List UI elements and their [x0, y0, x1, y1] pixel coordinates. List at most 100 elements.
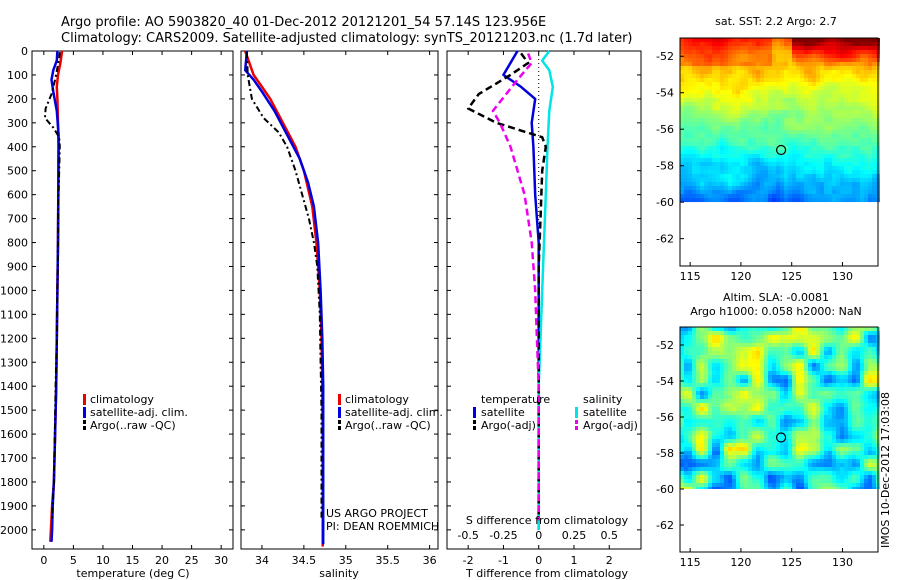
y-tick-label: 1100 — [0, 308, 28, 321]
map-cell — [736, 58, 740, 62]
y-tick-label: 1400 — [0, 380, 28, 393]
map-cell — [716, 403, 720, 407]
map-cell — [684, 419, 688, 423]
map-cell — [756, 38, 760, 42]
map-cell — [700, 162, 704, 166]
map-cell — [776, 122, 780, 126]
map-cell — [696, 90, 700, 94]
map-cell — [680, 359, 684, 363]
map-cell — [780, 475, 784, 479]
map-cell — [796, 42, 800, 46]
map-cell — [692, 106, 696, 110]
map-cell — [792, 110, 796, 114]
map-cell — [716, 74, 720, 78]
map-cell — [812, 118, 816, 122]
map-cell — [828, 383, 832, 387]
map-cell — [752, 383, 756, 387]
map-cell — [800, 463, 804, 467]
map-cell — [852, 447, 856, 451]
map-cell — [848, 419, 852, 423]
map-cell — [740, 138, 744, 142]
map-cell — [780, 150, 784, 154]
map-cell — [708, 331, 712, 335]
map-cell — [868, 114, 872, 118]
map-cell — [768, 138, 772, 142]
map-cell — [716, 102, 720, 106]
map-cell — [716, 186, 720, 190]
map-cell — [832, 98, 836, 102]
map-cell — [848, 435, 852, 439]
map-cell — [836, 50, 840, 54]
map-cell — [724, 331, 728, 335]
map-cell — [716, 439, 720, 443]
map-cell — [768, 154, 772, 158]
map-cell — [716, 355, 720, 359]
map-cell — [732, 439, 736, 443]
map-cell — [812, 194, 816, 198]
map-cell — [744, 134, 748, 138]
map-cell — [776, 407, 780, 411]
series-line-temperature-argo-adj- — [466, 52, 548, 521]
map-cell — [716, 166, 720, 170]
map-cell — [720, 134, 724, 138]
map-cell — [688, 351, 692, 355]
map-cell — [808, 106, 812, 110]
map-cell — [812, 174, 816, 178]
map-cell — [824, 391, 828, 395]
map-cell — [776, 150, 780, 154]
map-cell — [796, 86, 800, 90]
map-cell — [860, 343, 864, 347]
map-cell — [776, 174, 780, 178]
map-cell — [848, 70, 852, 74]
map-cell — [804, 367, 808, 371]
y-tick-label: 1300 — [0, 356, 28, 369]
map-cell — [796, 38, 800, 42]
map-cell — [812, 443, 816, 447]
map-cell — [744, 331, 748, 335]
map-cell — [772, 347, 776, 351]
map-cell — [748, 94, 752, 98]
map-cell — [800, 142, 804, 146]
map-cell — [844, 118, 848, 122]
map-cell — [700, 355, 704, 359]
map-cell — [836, 467, 840, 471]
map-cell — [780, 411, 784, 415]
map-cell — [808, 118, 812, 122]
map-cell — [812, 455, 816, 459]
map-cell — [744, 54, 748, 58]
map-cell — [852, 375, 856, 379]
map-cell — [756, 78, 760, 82]
map-cell — [736, 355, 740, 359]
map-cell — [784, 42, 788, 46]
map-cell — [768, 86, 772, 90]
map-cell — [824, 74, 828, 78]
map-cell — [724, 166, 728, 170]
map-cell — [716, 94, 720, 98]
map-cell — [712, 162, 716, 166]
map-cell — [872, 146, 876, 150]
map-cell — [688, 82, 692, 86]
map-cell — [852, 170, 856, 174]
map-cell — [716, 467, 720, 471]
map-cell — [812, 170, 816, 174]
map-cell — [784, 351, 788, 355]
map-cell — [772, 479, 776, 483]
map-cell — [816, 423, 820, 427]
map-cell — [824, 90, 828, 94]
map-cell — [760, 138, 764, 142]
map-cell — [856, 186, 860, 190]
map-cell — [860, 118, 864, 122]
map-cell — [856, 363, 860, 367]
map-cell — [864, 427, 868, 431]
map-cell — [720, 162, 724, 166]
map-cell — [848, 359, 852, 363]
map-cell — [764, 130, 768, 134]
map-cell — [728, 431, 732, 435]
map-cell — [764, 467, 768, 471]
map-cell — [848, 138, 852, 142]
map-cell — [828, 395, 832, 399]
map-cell — [812, 415, 816, 419]
map-cell — [760, 186, 764, 190]
map-cell — [736, 383, 740, 387]
map-cell — [868, 62, 872, 66]
